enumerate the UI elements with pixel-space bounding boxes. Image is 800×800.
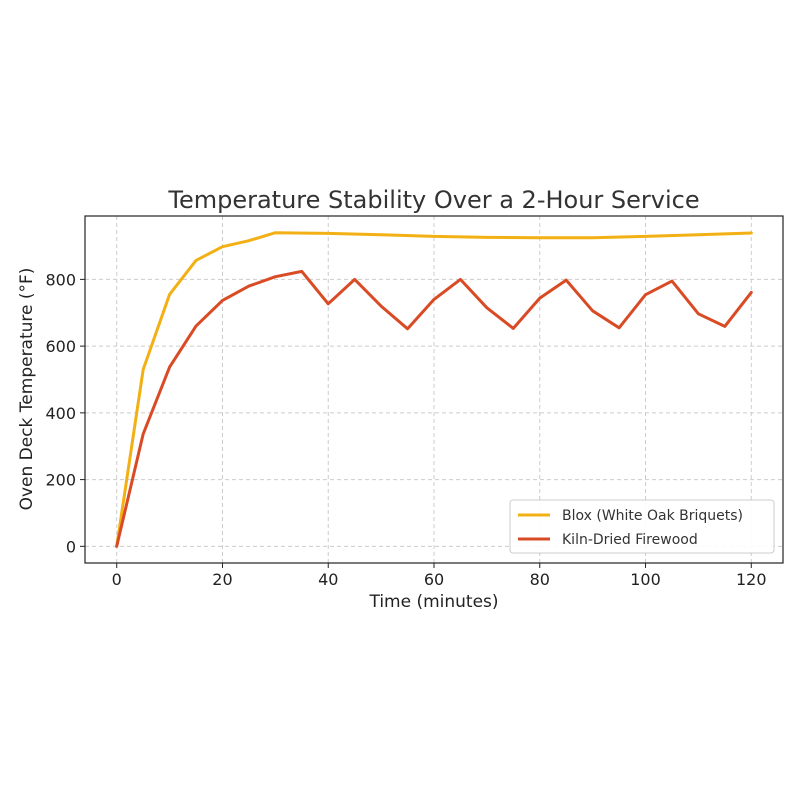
- legend-label-blox: Blox (White Oak Briquets): [562, 508, 743, 524]
- y-tick-label: 600: [45, 337, 76, 356]
- y-tick-label: 0: [66, 537, 76, 556]
- legend: Blox (White Oak Briquets) Kiln-Dried Fir…: [509, 499, 775, 554]
- x-tick-label: 120: [736, 570, 767, 589]
- x-tick-label: 100: [630, 570, 661, 589]
- series-line-blox: [115, 231, 753, 548]
- legend-box: [509, 499, 775, 554]
- x-tick-label: 0: [112, 570, 122, 589]
- chart-title: Temperature Stability Over a 2-Hour Serv…: [167, 186, 699, 214]
- legend-label-firewood: Kiln-Dried Firewood: [562, 532, 698, 548]
- ticks: 0 20 40 60 80 100 120 0 200 400 600 800: [45, 270, 766, 589]
- x-axis-label: Time (minutes): [368, 592, 498, 612]
- y-tick-label: 200: [45, 471, 76, 490]
- x-tick-label: 80: [530, 570, 550, 589]
- series-line-firewood: [115, 269, 753, 548]
- y-tick-label: 400: [45, 404, 76, 423]
- series-layer: [115, 231, 753, 548]
- x-tick-label: 20: [212, 570, 232, 589]
- x-tick-label: 40: [318, 570, 338, 589]
- y-axis-label: Oven Deck Temperature (°F): [17, 268, 37, 511]
- y-tick-label: 800: [45, 270, 76, 289]
- x-tick-label: 60: [424, 570, 444, 589]
